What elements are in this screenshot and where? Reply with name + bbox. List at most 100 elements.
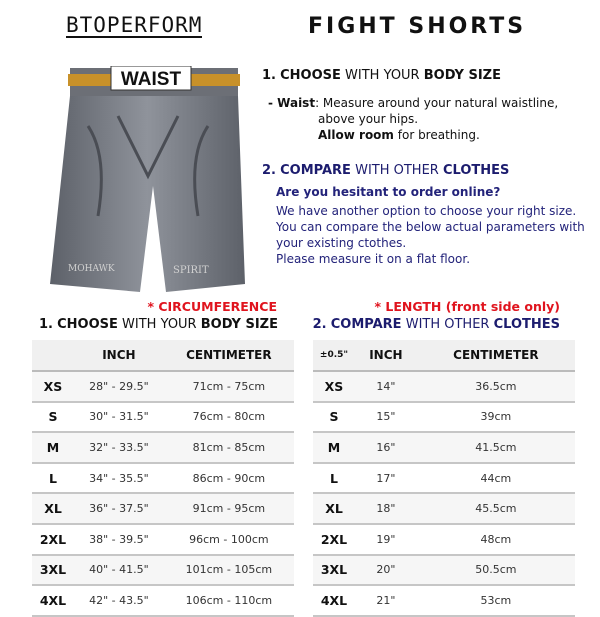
table-row: L 17" 44cm: [313, 462, 575, 495]
section1-heading: 1. CHOOSE WITH YOUR BODY SIZE: [262, 68, 501, 83]
num: 2.: [312, 317, 327, 332]
value-cell: 101cm - 105cm: [163, 554, 294, 587]
table-row: XL 36" - 37.5" 91cm - 95cm: [32, 493, 294, 525]
spirit-print: SPIRIT: [173, 265, 209, 276]
w2: WITH OTHER: [405, 317, 490, 332]
w1: CHOOSE: [57, 317, 118, 332]
header-row: INCH CENTIMETER: [32, 340, 294, 372]
size-cell: L: [32, 462, 74, 495]
num: 2.: [262, 163, 276, 178]
table-row: 2XL 38" - 39.5" 96cm - 100cm: [32, 523, 294, 556]
value-cell: 18": [355, 493, 417, 525]
mohawk-print: MOHAWK: [68, 264, 115, 274]
value-cell: 32" - 33.5": [74, 432, 164, 464]
value-cell: 14": [355, 371, 417, 403]
circumference-note: * CIRCUMFERENCE: [147, 299, 277, 314]
num: 1.: [262, 68, 276, 83]
value-cell: 71cm - 75cm: [163, 371, 294, 403]
w2: WITH OTHER: [355, 163, 439, 178]
table1-heading: 1. CHOOSE WITH YOUR BODY SIZE: [39, 317, 278, 332]
table-row: XL 18" 45.5cm: [313, 493, 575, 525]
num: 1.: [39, 317, 53, 332]
value-cell: 106cm - 110cm: [163, 585, 294, 617]
table2-heading: 2. COMPARE WITH OTHER CLOTHES: [313, 317, 560, 332]
value-cell: 44cm: [416, 462, 575, 495]
value-cell: 40" - 41.5": [74, 554, 164, 587]
table-row: XS 28" - 29.5" 71cm - 75cm: [32, 371, 294, 403]
size-cell: 4XL: [313, 585, 355, 617]
size-cell: 2XL: [32, 523, 74, 556]
value-cell: 86cm - 90cm: [163, 462, 294, 495]
w3: CLOTHES: [442, 163, 510, 178]
size-cell: XS: [313, 371, 355, 403]
value-cell: 50.5cm: [416, 554, 575, 587]
table-row: 4XL 42" - 43.5" 106cm - 110cm: [32, 585, 294, 617]
circumference-table: INCH CENTIMETER XS 28" - 29.5" 71cm - 75cm S 3…: [32, 340, 294, 617]
value-cell: 48cm: [416, 523, 575, 556]
w3: CLOTHES: [493, 317, 560, 332]
value-cell: 81cm - 85cm: [163, 432, 294, 464]
value-cell: 19": [355, 523, 417, 556]
value-cell: 91cm - 95cm: [163, 493, 294, 525]
value-cell: 28" - 29.5": [74, 371, 164, 403]
table-row: XS 14" 36.5cm: [313, 371, 575, 403]
value-cell: 53cm: [416, 585, 575, 617]
size-cell: 2XL: [313, 523, 355, 556]
waist-term: - Waist: [268, 96, 316, 110]
w1: COMPARE: [330, 317, 402, 332]
line: Please measure it on a flat floor.: [276, 252, 471, 266]
table-row: 3XL 20" 50.5cm: [313, 554, 575, 587]
column-header: CENTIMETER: [163, 340, 294, 372]
size-cell: S: [313, 401, 355, 434]
value-cell: 36.5cm: [416, 371, 575, 403]
section2-heading: 2. COMPARE WITH OTHER CLOTHES: [262, 163, 509, 178]
shorts-image: WAIST MOHAWK SPIRIT: [50, 66, 245, 292]
question: Are you hesitant to order online?: [276, 185, 501, 199]
column-header: INCH: [74, 340, 164, 372]
brand-logo: BTOPERFORM: [66, 13, 203, 38]
table-row: 3XL 40" - 41.5" 101cm - 105cm: [32, 554, 294, 587]
length-table: ±0.5" INCH CENTIMETER XS 14" 36.5cm S 15" 39cm M 1…: [313, 340, 575, 617]
w2: WITH YOUR: [122, 317, 197, 332]
size-cell: 4XL: [32, 585, 74, 617]
table-row: 4XL 21" 53cm: [313, 585, 575, 617]
size-cell: M: [313, 432, 355, 464]
table-row: 2XL 19" 48cm: [313, 523, 575, 556]
value-cell: 34" - 35.5": [74, 462, 164, 495]
line: We have another option to choose your ri…: [276, 204, 577, 218]
waist-instructions: - Waist: Measure around your natural wai…: [268, 95, 558, 143]
value-cell: 42" - 43.5": [74, 585, 164, 617]
column-header: ±0.5": [313, 340, 355, 372]
table-row: S 30" - 31.5" 76cm - 80cm: [32, 401, 294, 434]
length-note: * LENGTH (front side only): [374, 299, 561, 314]
value-cell: 20": [355, 554, 417, 587]
w1: CHOOSE: [280, 68, 341, 83]
value-cell: 21": [355, 585, 417, 617]
value-cell: 96cm - 100cm: [163, 523, 294, 556]
waist-text: : Measure around your natural waistline,: [315, 96, 559, 110]
table-row: M 16" 41.5cm: [313, 432, 575, 464]
size-cell: S: [32, 401, 74, 434]
value-cell: 16": [355, 432, 417, 464]
column-header: [32, 340, 74, 372]
value-cell: 17": [355, 462, 417, 495]
header-row: ±0.5" INCH CENTIMETER: [313, 340, 575, 372]
value-cell: 36" - 37.5": [74, 493, 164, 525]
value-cell: 45.5cm: [416, 493, 575, 525]
w3: BODY SIZE: [200, 317, 278, 332]
table-row: M 32" - 33.5" 81cm - 85cm: [32, 432, 294, 464]
value-cell: 30" - 31.5": [74, 401, 164, 434]
value-cell: 15": [355, 401, 417, 434]
size-cell: M: [32, 432, 74, 464]
table-row: S 15" 39cm: [313, 401, 575, 434]
w3: BODY SIZE: [423, 68, 501, 83]
size-cell: XL: [32, 493, 74, 525]
size-cell: 3XL: [32, 554, 74, 587]
size-cell: L: [313, 462, 355, 495]
value-cell: 39cm: [416, 401, 575, 434]
value-cell: 38" - 39.5": [74, 523, 164, 556]
column-header: INCH: [355, 340, 417, 372]
column-header: CENTIMETER: [416, 340, 575, 372]
table-row: L 34" - 35.5" 86cm - 90cm: [32, 462, 294, 495]
size-cell: XS: [32, 371, 74, 403]
